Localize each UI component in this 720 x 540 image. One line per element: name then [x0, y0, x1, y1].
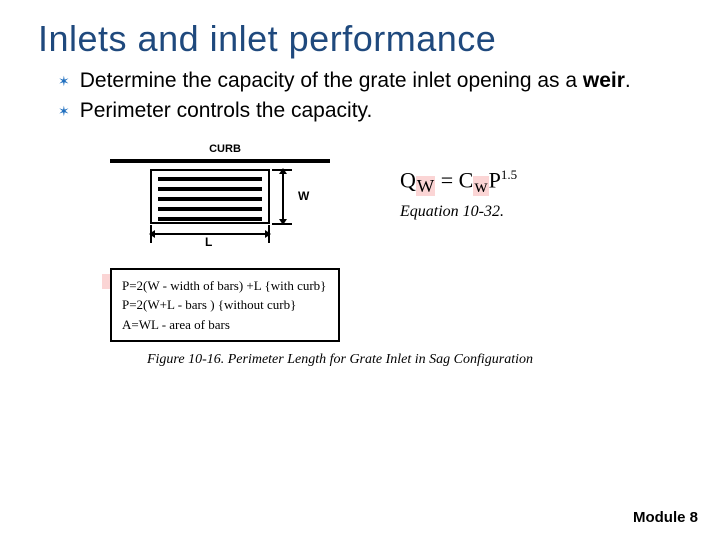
bullet-text-post: .	[625, 69, 631, 92]
bullet-item: ✶ Determine the capacity of the grate in…	[58, 68, 690, 94]
grate-box	[150, 169, 270, 224]
curb-label: CURB	[209, 143, 241, 155]
bullet-list: ✶ Determine the capacity of the grate in…	[0, 68, 720, 125]
eq-sub-highlight: W	[416, 176, 435, 196]
weir-equation: QW = CwP1.5	[400, 167, 517, 198]
grate-bar	[158, 217, 262, 221]
diagram-column: CURB W L P=2(W - width of bars) +L {with…	[110, 143, 340, 343]
w-dimension-arrow	[282, 169, 284, 224]
slide-title: Inlets and inlet performance	[0, 0, 720, 68]
eq-exponent: 1.5	[501, 167, 517, 182]
bullet-item: ✶ Perimeter controls the capacity.	[58, 98, 690, 124]
eq-equals: =	[435, 167, 458, 192]
grate-bar	[158, 187, 262, 191]
figure-area: CURB W L P=2(W - width of bars) +L {with…	[0, 143, 720, 343]
eq-var: P	[489, 167, 501, 192]
formula-line: P=2(W+L - bars ) {without curb}	[122, 295, 328, 315]
eq-sub-highlight: w	[473, 176, 488, 196]
grate-bar	[158, 177, 262, 181]
bullet-marker-icon: ✶	[58, 103, 70, 120]
grate-bar	[158, 197, 262, 201]
grate-diagram: CURB W L	[110, 143, 340, 248]
perimeter-formula-box: P=2(W - width of bars) +L {with curb} P=…	[110, 268, 340, 343]
equation-column: QW = CwP1.5 Equation 10-32.	[400, 167, 517, 222]
highlight-marker	[102, 274, 110, 289]
equation-caption: Equation 10-32.	[400, 203, 517, 221]
bullet-text: Determine the capacity of the grate inle…	[80, 68, 631, 94]
eq-coef: C	[459, 167, 474, 192]
bullet-text: Perimeter controls the capacity.	[80, 98, 373, 124]
grate-bar	[158, 207, 262, 211]
formula-line: A=WL - area of bars	[122, 315, 328, 335]
module-footer: Module 8	[633, 509, 698, 526]
l-label: L	[205, 235, 212, 249]
bullet-text-bold: weir	[583, 69, 625, 92]
bullet-marker-icon: ✶	[58, 73, 70, 90]
bullet-text-pre: Perimeter controls the capacity.	[80, 99, 373, 122]
formula-line: P=2(W - width of bars) +L {with curb}	[122, 276, 328, 296]
bullet-text-pre: Determine the capacity of the grate inle…	[80, 69, 583, 92]
w-label: W	[298, 189, 309, 203]
figure-caption: Figure 10-16. Perimeter Length for Grate…	[110, 352, 570, 368]
curb-lines	[110, 159, 330, 163]
eq-lhs: Q	[400, 167, 416, 192]
